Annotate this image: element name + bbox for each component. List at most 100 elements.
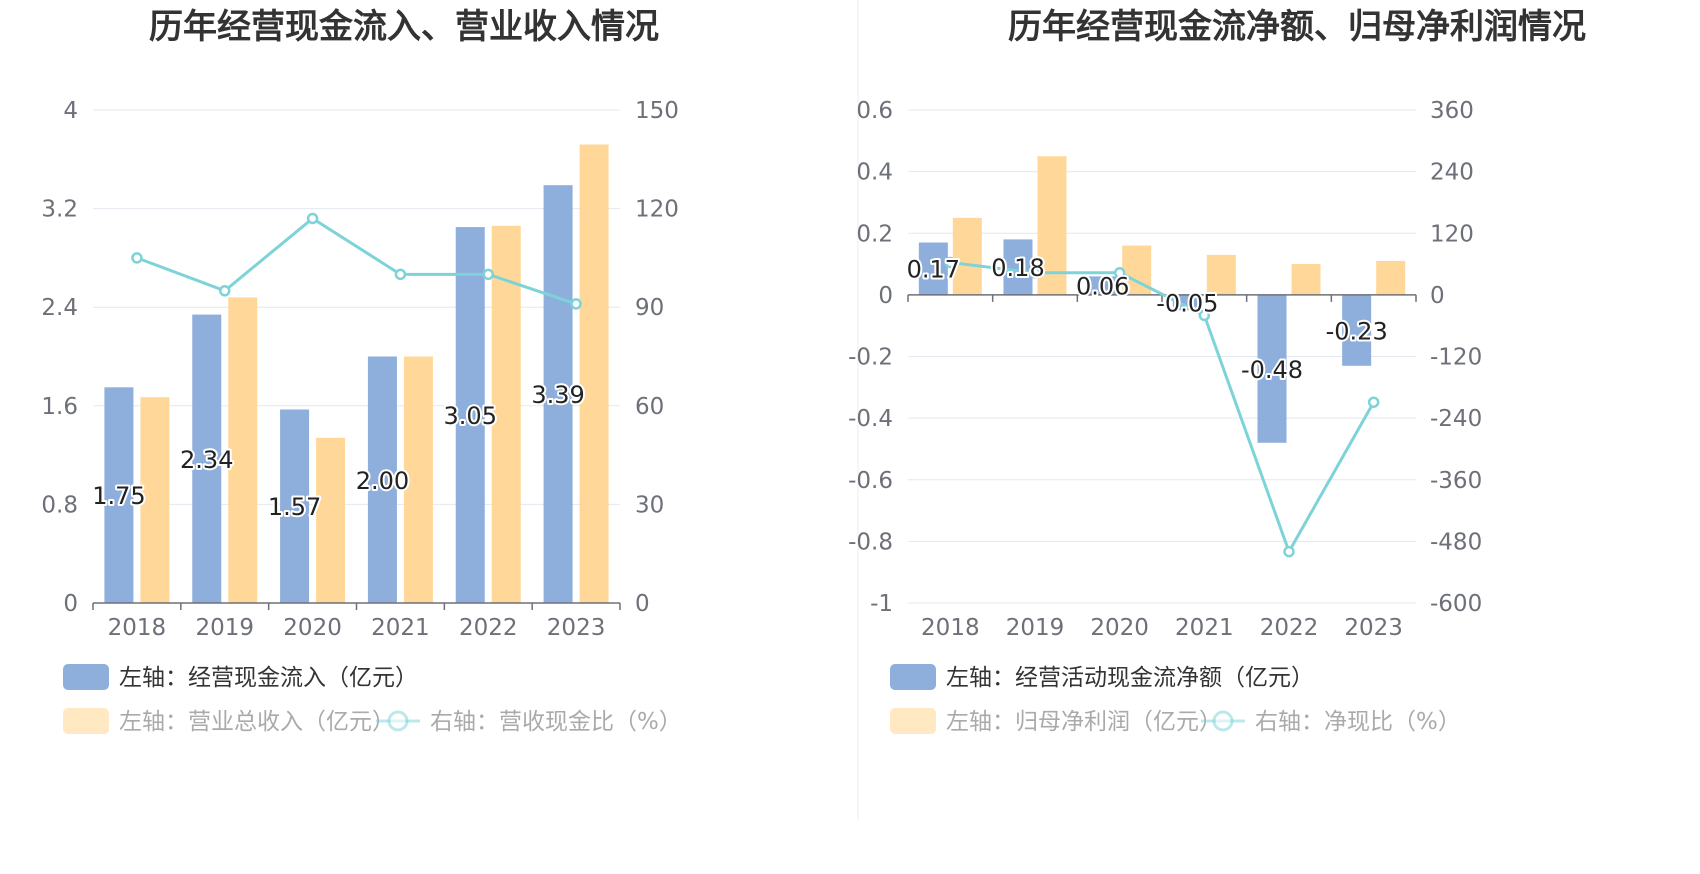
data-label-2018: 1.75 (92, 482, 145, 510)
bar-2018-secondary (140, 397, 170, 603)
bar-2020-primary (1088, 276, 1118, 295)
bar-2022-secondary (491, 225, 521, 604)
y-left-tick-label: 2.4 (41, 295, 78, 321)
data-label-2020: 1.57 (268, 493, 321, 521)
y-right-tick-label: 120 (1430, 221, 1474, 247)
chart-cash-inflow-revenue: 历年经营现金流入、营业收入情况 0 0 0.8 30 1.6 60 2.4 90 3.2 120 4… (41, 7, 681, 735)
bar-2018-primary (104, 387, 134, 603)
y-right-tick-label: 60 (635, 394, 664, 420)
y-left-tick-label: 0.2 (856, 221, 893, 247)
y-left-tick-label: 4 (63, 98, 78, 124)
legend-label-secondary: 左轴：归母净利润（亿元） (946, 709, 1222, 735)
bar-2021-secondary (403, 356, 433, 603)
y-right-tick-label: -240 (1430, 406, 1482, 432)
line-point-2021 (394, 268, 407, 281)
bar-2019-primary (192, 314, 222, 603)
bar-2022-primary (1257, 294, 1287, 443)
line-point-2020 (306, 212, 319, 225)
line-point-2020 (1113, 267, 1126, 279)
x-tick-label: 2020 (1090, 615, 1149, 641)
legend-label-secondary: 左轴：营业总收入（亿元） (119, 709, 395, 735)
y-right-tick-label: -480 (1430, 529, 1482, 555)
legend-label-primary: 左轴：经营活动现金流净额（亿元） (946, 665, 1314, 691)
bar-2019-secondary (228, 297, 258, 603)
legend-swatch-secondary (63, 708, 109, 734)
x-tick-label: 2020 (283, 615, 342, 641)
data-label-2019: 2.34 (180, 446, 233, 474)
bar-2018-secondary (952, 217, 982, 295)
y-right-tick-label: 240 (1430, 160, 1474, 186)
legend-swatch-secondary (890, 708, 936, 734)
data-label-2021: 2.00 (356, 467, 409, 495)
x-tick-label: 2019 (1006, 615, 1065, 641)
data-label-2020: 0.06 (1076, 273, 1129, 301)
y-left-tick-label: -0.4 (848, 406, 893, 432)
bar-2023-secondary (1376, 260, 1406, 295)
y-right-tick-label: 30 (635, 492, 664, 518)
line-point-2019 (1029, 267, 1041, 279)
data-label-2023: -0.23 (1326, 317, 1388, 345)
y-right-tick-label: 360 (1430, 98, 1474, 124)
line-point-2022 (482, 268, 494, 281)
legend-line-marker (1212, 710, 1234, 732)
bar-2018-primary (918, 242, 948, 295)
line-series (136, 216, 577, 306)
y-left-tick-label: -0.6 (848, 468, 893, 494)
data-label-2022: 3.05 (444, 402, 497, 430)
data-label-2023: 3.39 (531, 381, 584, 409)
legend-label-primary: 左轴：经营现金流入（亿元） (119, 665, 418, 691)
x-tick-label: 2021 (1175, 615, 1234, 641)
y-right-tick-label: 90 (635, 295, 664, 321)
bar-2021-primary (367, 356, 397, 603)
chart-net-cash-net-profit: 历年经营现金流净额、归母净利润情况 -1 -600 -0.8 -480 -0.6 -360… (848, 7, 1586, 735)
bar-2020-primary (280, 409, 310, 603)
legend-swatch-primary (63, 664, 109, 690)
y-right-tick-label: 0 (635, 591, 650, 617)
y-left-tick-label: 1.6 (41, 394, 78, 420)
bar-2022-secondary (1291, 264, 1321, 295)
chart-title: 历年经营现金流净额、归母净利润情况 (1008, 7, 1586, 47)
y-left-tick-label: 0 (878, 283, 893, 309)
data-label-2022: -0.48 (1241, 356, 1303, 384)
x-tick-label: 2022 (459, 615, 518, 641)
y-left-tick-label: -0.2 (848, 345, 893, 371)
data-label-2021: -0.05 (1156, 290, 1218, 318)
y-right-tick-label: -120 (1430, 345, 1482, 371)
x-tick-label: 2023 (1344, 615, 1403, 641)
y-left-tick-label: 0.6 (856, 98, 893, 124)
y-right-tick-label: 150 (635, 98, 679, 124)
line-point-2018 (131, 252, 143, 264)
x-tick-label: 2018 (921, 615, 980, 641)
x-tick-label: 2018 (108, 615, 167, 641)
y-left-tick-label: 0.4 (856, 160, 893, 186)
y-left-tick-label: 0 (63, 591, 78, 617)
x-tick-label: 2019 (195, 615, 254, 641)
line-point-2019 (219, 285, 231, 297)
x-tick-label: 2021 (371, 615, 430, 641)
bar-2023-secondary (579, 144, 609, 603)
y-left-tick-label: 3.2 (41, 197, 78, 223)
y-right-tick-label: 0 (1430, 283, 1445, 309)
y-right-tick-label: -360 (1430, 468, 1482, 494)
line-point-2021 (1198, 309, 1211, 322)
bar-2021-primary (1172, 294, 1202, 311)
bar-2023-primary (543, 185, 573, 603)
line-point-2023 (1367, 396, 1380, 408)
legend-swatch-primary (890, 664, 936, 690)
y-right-tick-label: -600 (1430, 591, 1482, 617)
line-point-2018 (944, 256, 957, 269)
y-left-tick-label: 0.8 (41, 492, 78, 518)
legend-label-line: 右轴：净现比（%） (1255, 709, 1461, 735)
x-tick-label: 2023 (547, 615, 606, 641)
line-point-2022 (1283, 545, 1295, 558)
x-tick-label: 2022 (1260, 615, 1319, 641)
data-label-2019: 0.18 (991, 254, 1044, 282)
bar-2019-primary (1003, 239, 1033, 295)
legend-label-line: 右轴：营收现金比（%） (430, 709, 682, 735)
bar-2023-primary (1342, 294, 1372, 366)
bar-2022-primary (455, 227, 485, 603)
legend-line-marker (387, 710, 409, 732)
y-right-tick-label: 120 (635, 197, 679, 223)
bar-2021-secondary (1206, 254, 1236, 295)
line-series (950, 261, 1375, 556)
